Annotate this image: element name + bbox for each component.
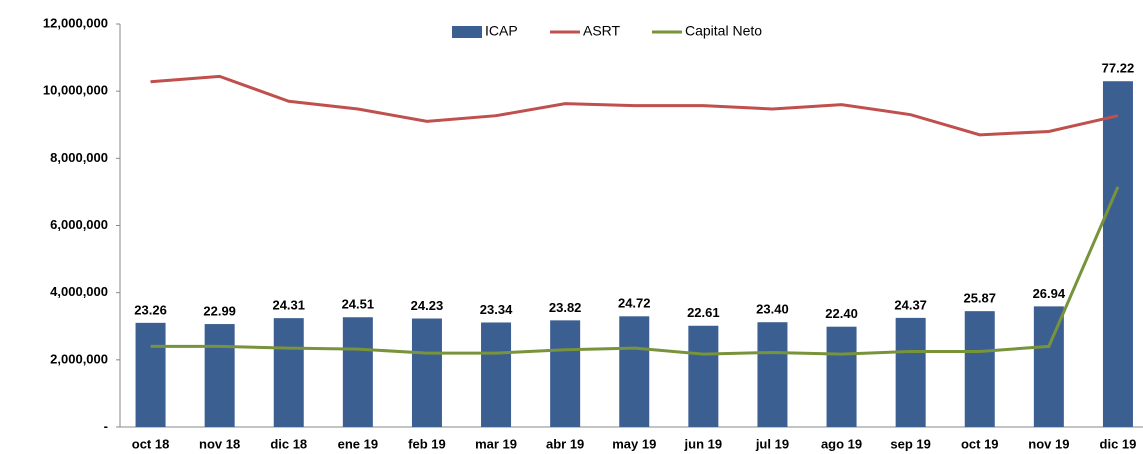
data-label: 23.26 (134, 302, 167, 317)
data-label: 24.51 (342, 297, 375, 312)
data-label: 77.22 (1102, 61, 1135, 76)
x-tick-label: dic 19 (1100, 436, 1137, 451)
bar (342, 317, 373, 427)
data-label: 24.72 (618, 296, 651, 311)
x-tick-label: jun 19 (684, 436, 723, 451)
x-tick-label: may 19 (612, 436, 656, 451)
bar (826, 326, 857, 427)
bar (481, 322, 512, 427)
data-label: 23.82 (549, 300, 582, 315)
x-tick-label: nov 18 (199, 436, 240, 451)
bar (273, 318, 304, 427)
legend-swatch (452, 26, 482, 38)
x-tick-label: abr 19 (546, 436, 584, 451)
x-tick-label: oct 18 (132, 436, 170, 451)
data-label: 22.99 (203, 303, 236, 318)
y-tick-label: - (104, 418, 108, 433)
data-label: 24.37 (894, 297, 927, 312)
bar (204, 324, 235, 427)
y-tick-label: 2,000,000 (50, 351, 108, 366)
x-tick-label: ene 19 (338, 436, 378, 451)
data-label: 24.23 (411, 298, 444, 313)
legend-label: ICAP (485, 23, 518, 39)
data-label: 23.34 (480, 302, 513, 317)
bar (135, 322, 166, 427)
legend-label: Capital Neto (685, 23, 762, 39)
x-tick-label: dic 18 (270, 436, 307, 451)
x-tick-label: feb 19 (408, 436, 446, 451)
bar (1102, 81, 1133, 427)
data-label: 26.94 (1033, 286, 1066, 301)
bar (619, 316, 650, 427)
data-label: 22.40 (825, 306, 858, 321)
data-label: 22.61 (687, 305, 720, 320)
x-tick-label: jul 19 (755, 436, 789, 451)
bar (688, 325, 719, 427)
data-label: 25.87 (963, 291, 996, 306)
line-series (150, 186, 1120, 356)
y-tick-label: 12,000,000 (43, 15, 108, 30)
data-label: 23.40 (756, 302, 789, 317)
bar (550, 320, 581, 427)
data-label: 24.31 (272, 298, 305, 313)
legend-label: ASRT (583, 23, 621, 39)
y-tick-label: 6,000,000 (50, 217, 108, 232)
x-tick-label: nov 19 (1028, 436, 1069, 451)
x-tick-label: ago 19 (821, 436, 862, 451)
y-tick-label: 4,000,000 (50, 284, 108, 299)
line-series (150, 74, 1119, 137)
x-tick-label: mar 19 (475, 436, 517, 451)
bar (895, 317, 926, 427)
y-tick-label: 10,000,000 (43, 83, 108, 98)
x-tick-label: oct 19 (961, 436, 999, 451)
bar (411, 318, 442, 427)
bar (757, 322, 788, 427)
y-tick-label: 8,000,000 (50, 150, 108, 165)
bar (964, 311, 995, 427)
x-tick-label: sep 19 (890, 436, 930, 451)
